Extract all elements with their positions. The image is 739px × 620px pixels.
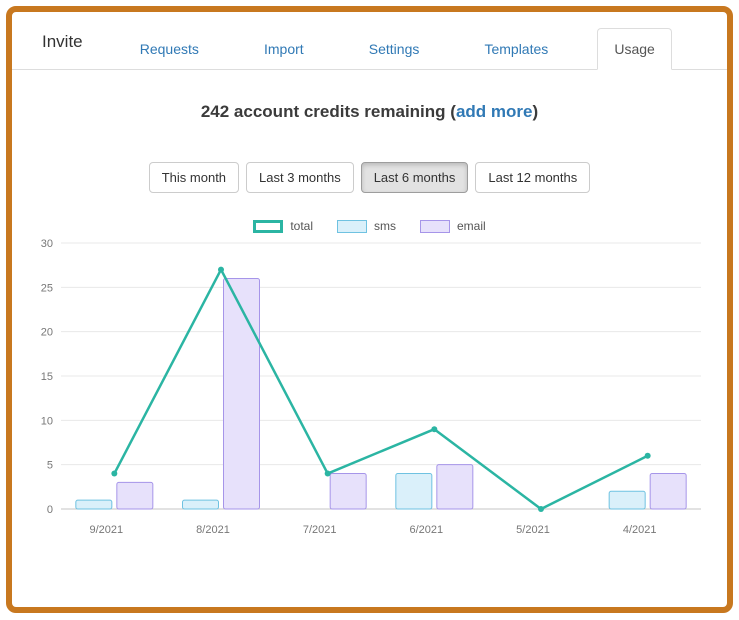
page-title: Invite	[42, 32, 83, 51]
filter-this-month[interactable]: This month	[148, 162, 240, 193]
email-bar-swatch	[420, 219, 450, 233]
tab-requests[interactable]: Requests	[139, 41, 199, 57]
filter-last-6-months[interactable]: Last 6 months	[360, 162, 469, 193]
tab-usage[interactable]: Usage	[597, 28, 672, 70]
credits-heading: 242 account credits remaining (add more)	[12, 102, 727, 122]
tab-settings[interactable]: Settings	[368, 41, 420, 57]
svg-text:25: 25	[40, 282, 52, 294]
legend-item-email: email	[420, 219, 486, 233]
svg-text:4/2021: 4/2021	[622, 524, 656, 536]
range-filter-group: This month Last 3 months Last 6 months L…	[12, 162, 727, 193]
sms-bar-swatch	[337, 219, 367, 233]
svg-text:7/2021: 7/2021	[302, 524, 336, 536]
tabs: Requests Import Settings Templates Usage	[91, 28, 705, 70]
svg-text:30: 30	[40, 238, 52, 250]
add-more-link[interactable]: add more	[455, 102, 533, 121]
legend-item-sms: sms	[337, 219, 396, 233]
svg-text:5: 5	[46, 460, 52, 472]
usage-panel: 242 account credits remaining (add more)…	[12, 102, 727, 547]
svg-text:10: 10	[40, 415, 52, 427]
tab-import[interactable]: Import	[263, 41, 304, 57]
svg-text:20: 20	[40, 327, 52, 339]
credits-text-close: )	[532, 102, 539, 121]
chart-legend: total sms email	[12, 219, 727, 233]
svg-text:9/2021: 9/2021	[89, 524, 123, 536]
total-line-swatch	[253, 219, 284, 233]
svg-text:15: 15	[40, 371, 52, 383]
svg-text:6/2021: 6/2021	[409, 524, 443, 536]
credits-text: 242 account credits remaining (	[200, 102, 456, 121]
legend-label-email: email	[457, 219, 486, 233]
filter-last-3-months[interactable]: Last 3 months	[246, 162, 354, 193]
svg-text:8/2021: 8/2021	[196, 524, 230, 536]
app-window: Invite Requests Import Settings Template…	[6, 6, 733, 613]
usage-chart: 0 5 10 15 20 25 30 9/2021 8/2021 7/2021 6/2021 5/20…	[40, 238, 701, 536]
svg-text:5/2021: 5/2021	[516, 524, 550, 536]
legend-item-total: total	[253, 219, 313, 233]
tab-bar: Invite Requests Import Settings Template…	[12, 12, 727, 70]
svg-text:0: 0	[46, 504, 52, 516]
filter-last-12-months[interactable]: Last 12 months	[475, 162, 591, 193]
tab-templates[interactable]: Templates	[484, 41, 549, 57]
legend-label-total: total	[290, 219, 313, 233]
legend-label-sms: sms	[374, 219, 396, 233]
